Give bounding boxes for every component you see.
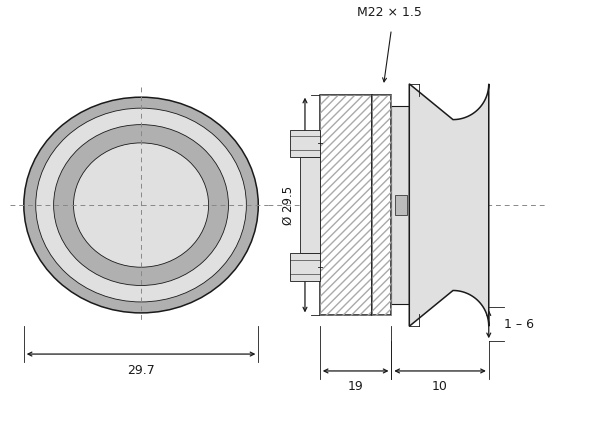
Ellipse shape xyxy=(73,143,209,267)
Polygon shape xyxy=(320,95,371,315)
Polygon shape xyxy=(290,253,320,280)
Polygon shape xyxy=(371,95,391,315)
Ellipse shape xyxy=(35,108,246,302)
Ellipse shape xyxy=(24,97,258,313)
Polygon shape xyxy=(391,106,409,304)
Polygon shape xyxy=(395,195,407,215)
Polygon shape xyxy=(300,157,320,253)
Text: 19: 19 xyxy=(348,380,364,394)
Text: M22 × 1.5: M22 × 1.5 xyxy=(357,6,422,19)
Ellipse shape xyxy=(53,125,228,286)
Text: 10: 10 xyxy=(432,380,448,394)
Polygon shape xyxy=(290,130,320,157)
Polygon shape xyxy=(409,84,489,326)
Text: Ø 29.5: Ø 29.5 xyxy=(282,185,294,224)
Text: 1 – 6: 1 – 6 xyxy=(504,318,534,331)
Text: 29.7: 29.7 xyxy=(127,365,155,377)
